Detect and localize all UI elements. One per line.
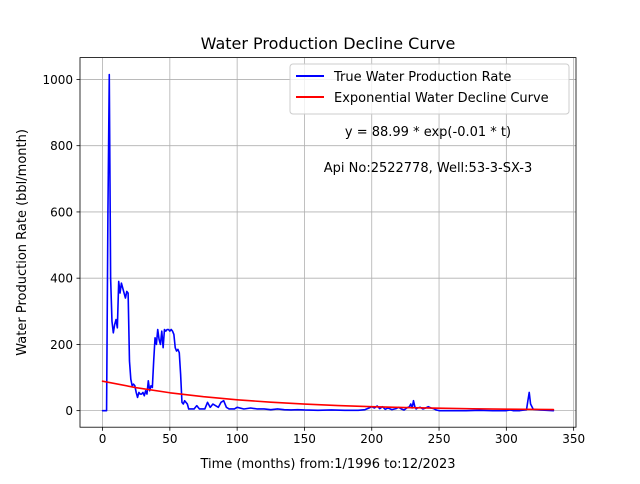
y-axis-label: Water Production Rate (bbl/month): [15, 129, 30, 356]
y-tick-label: 0: [65, 404, 73, 418]
x-axis-ticks: 0 50 100 150 200 250 300 350: [99, 427, 585, 446]
well-annotation: Api No:2522778, Well:53-3-SX-3: [324, 161, 532, 176]
x-tick-label: 0: [99, 432, 107, 446]
plot-area: [80, 57, 576, 428]
x-tick-label: 300: [495, 432, 518, 446]
y-tick-label: 1000: [42, 73, 73, 87]
x-tick-label: 100: [226, 432, 249, 446]
x-tick-label: 250: [428, 432, 451, 446]
y-tick-label: 600: [50, 205, 73, 219]
y-tick-label: 400: [50, 272, 73, 286]
legend: True Water Production Rate Exponential W…: [289, 63, 570, 115]
legend-label-true-rate: True Water Production Rate: [333, 70, 511, 85]
grid: [80, 57, 576, 428]
x-axis-label: Time (months) from:1/1996 to:12/2023: [199, 457, 455, 472]
x-tick-label: 150: [293, 432, 316, 446]
y-tick-label: 800: [50, 139, 73, 153]
series-line-exponential-decline: [101, 380, 555, 411]
chart-title: Water Production Decline Curve: [201, 34, 456, 53]
x-tick-label: 350: [562, 432, 585, 446]
legend-box: [289, 63, 570, 115]
plot-frame: [79, 57, 577, 428]
x-tick-label: 50: [162, 432, 177, 446]
y-axis-ticks: 0 200 400 600 800 1000: [42, 73, 80, 418]
series-layer: [101, 73, 555, 412]
x-tick-label: 200: [360, 432, 383, 446]
legend-label-exponential: Exponential Water Decline Curve: [334, 91, 549, 106]
equation-annotation: y = 88.99 * exp(-0.01 * t): [345, 125, 511, 140]
y-tick-label: 200: [50, 338, 73, 352]
